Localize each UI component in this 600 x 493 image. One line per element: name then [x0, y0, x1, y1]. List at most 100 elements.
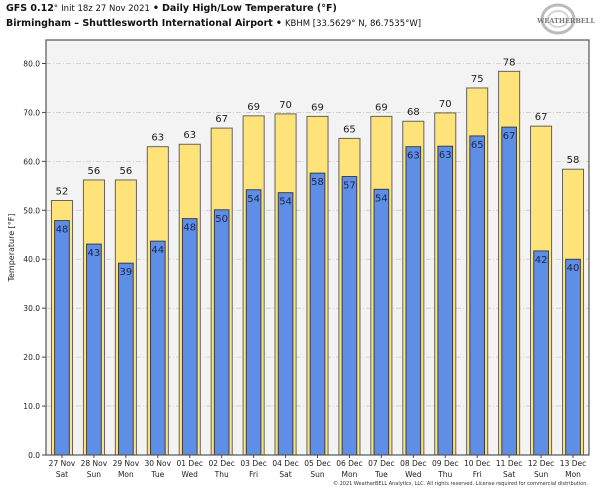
weatherbell-logo: WEATHERBELL: [536, 3, 595, 35]
low-bar: [149, 240, 166, 456]
y-tick-label: 70.0: [23, 108, 40, 117]
high-value-label: 65: [343, 124, 356, 135]
copyright: © 2021 WeatherBELL Analytics, LLC. All r…: [333, 481, 588, 487]
y-tick-label: 10.0: [23, 402, 40, 411]
low-value-label: 40: [567, 263, 580, 274]
high-value-label: 70: [279, 100, 292, 111]
product-title: Daily High/Low Temperature (°F): [162, 3, 337, 14]
low-value-label: 50: [215, 214, 228, 225]
x-tick-label-date: 06 Dec: [336, 459, 362, 468]
y-axis-label: Temperature [°F]: [7, 213, 16, 282]
x-tick-label-day: Wed: [182, 470, 199, 479]
low-bar: [86, 243, 102, 456]
low-value-label: 54: [279, 197, 292, 208]
x-tick-label-day: Wed: [405, 470, 422, 479]
low-value-label: 48: [56, 225, 69, 236]
plot-frame: [45, 39, 590, 456]
x-tick-label-date: 10 Dec: [464, 459, 490, 468]
low-value-label: 63: [407, 151, 420, 162]
x-tick-label-day: Fri: [473, 470, 482, 479]
low-bar: [565, 258, 581, 456]
x-tick-label-date: 30 Nov: [145, 459, 172, 468]
low-value-label: 42: [535, 255, 548, 266]
x-tick-label-date: 08 Dec: [400, 459, 426, 468]
high-value-label: 58: [567, 155, 580, 166]
low-bar: [54, 220, 70, 456]
low-bar: [277, 192, 294, 456]
y-tick-label: 40.0: [23, 255, 40, 264]
high-value-label: 56: [88, 166, 101, 177]
init-time: Init 18z 27 Nov 2021: [61, 4, 150, 14]
x-tick-label-date: 27 Nov: [49, 459, 76, 468]
high-value-label: 75: [471, 74, 484, 85]
x-tick-label-date: 12 Dec: [528, 459, 554, 468]
high-value-label: 78: [503, 57, 516, 68]
x-tick-label-day: Sun: [310, 470, 325, 479]
model-degree: °: [53, 4, 59, 14]
x-tick-label-date: 29 Nov: [113, 459, 140, 468]
x-tick-label-date: 01 Dec: [177, 459, 203, 468]
x-tick-label-date: 05 Dec: [304, 459, 330, 468]
station-info: KBHM [33.5629° N, 86.7535°W]: [284, 19, 422, 29]
y-tick-label: 80.0: [23, 59, 40, 68]
high-value-label: 63: [151, 133, 164, 144]
low-value-label: 43: [88, 248, 101, 259]
x-tick-label-day: Tue: [374, 470, 388, 479]
bullet: •: [152, 3, 159, 14]
x-tick-label-day: Fri: [249, 470, 258, 479]
low-value-label: 48: [183, 223, 196, 234]
low-bar: [533, 250, 549, 456]
bullet: •: [275, 18, 282, 29]
x-tick-label-date: 11 Dec: [496, 459, 522, 468]
low-bar: [341, 176, 358, 456]
x-tick-label-day: Thu: [437, 470, 452, 479]
low-bar: [309, 172, 326, 456]
x-tick-label-day: Thu: [214, 470, 229, 479]
chart-title-line-2: Birmingham – Shuttlesworth International…: [6, 18, 421, 29]
location-name: Birmingham – Shuttlesworth International…: [6, 18, 273, 29]
x-tick-label-date: 13 Dec: [560, 459, 586, 468]
y-tick-label: 30.0: [23, 304, 40, 313]
low-bar: [118, 262, 134, 456]
high-value-label: 63: [183, 130, 196, 141]
x-tick-label-day: Tue: [150, 470, 164, 479]
x-tick-label-date: 28 Nov: [81, 459, 108, 468]
low-bar: [469, 135, 486, 456]
low-value-label: 54: [375, 193, 388, 204]
low-bar: [501, 126, 517, 456]
x-axis: 27 Nov Sat 28 Nov Sun 29 Nov Mon 30 Nov Tue 01 D…: [45, 39, 590, 479]
high-value-label: 69: [311, 102, 324, 113]
high-value-label: 52: [56, 187, 69, 198]
y-tick-label: 50.0: [23, 206, 40, 215]
low-value-label: 54: [247, 194, 260, 205]
low-bar: [213, 209, 230, 456]
high-value-label: 69: [247, 102, 260, 113]
low-value-label: 57: [343, 181, 356, 192]
high-value-label: 70: [439, 99, 452, 110]
high-value-label: 56: [119, 166, 132, 177]
x-tick-label-date: 09 Dec: [432, 459, 458, 468]
x-tick-label-date: 03 Dec: [240, 459, 266, 468]
y-tick-label: 0.0: [28, 451, 40, 460]
x-tick-label-day: Sat: [56, 470, 68, 479]
x-tick-label-day: Mon: [342, 470, 358, 479]
y-tick-label: 60.0: [23, 157, 40, 166]
y-tick-label: 20.0: [23, 353, 40, 362]
x-tick-label-date: 02 Dec: [208, 459, 234, 468]
low-bar: [373, 188, 390, 456]
high-value-label: 68: [407, 107, 420, 118]
x-tick-label-date: 07 Dec: [368, 459, 394, 468]
low-value-label: 58: [311, 177, 324, 188]
high-value-label: 67: [535, 112, 548, 123]
low-bar: [405, 146, 422, 456]
low-bar: [181, 218, 198, 456]
x-tick-label-date: 04 Dec: [272, 459, 298, 468]
x-tick-label-day: Mon: [565, 470, 581, 479]
bars: 52 48 56 43 56 39 63 44 63 48 67 50 69 54 70 54 69 58 65 57…: [50, 57, 585, 456]
x-tick-label-day: Sat: [503, 470, 515, 479]
model-name: GFS 0.12: [6, 3, 54, 14]
logo-text: WEATHERBELL: [536, 17, 595, 25]
x-tick-label-day: Sat: [279, 470, 291, 479]
low-bar: [437, 145, 454, 456]
